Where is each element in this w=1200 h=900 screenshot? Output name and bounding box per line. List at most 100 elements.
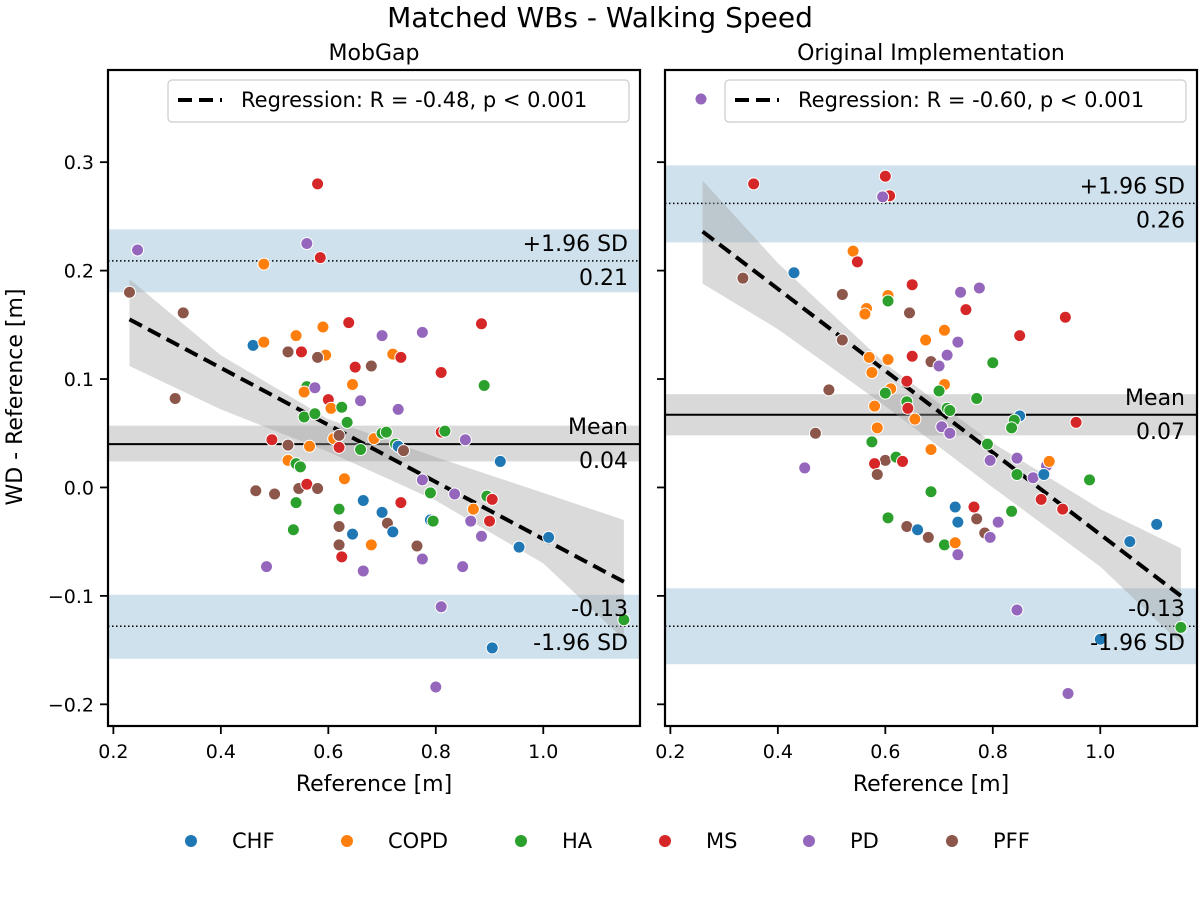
data-point-chf — [1150, 517, 1164, 531]
data-point-ms — [434, 366, 448, 380]
data-point-pff — [332, 519, 346, 533]
regression-ci — [129, 279, 624, 640]
x-axis-label: Reference [m] — [853, 772, 1009, 797]
x-tick-label: 0.4 — [763, 741, 793, 763]
data-point-ha — [881, 294, 895, 308]
lower-loa-label: -1.96 SD — [1090, 631, 1185, 656]
data-point-copd — [881, 353, 895, 367]
x-tick-label: 0.2 — [98, 741, 128, 763]
data-point-copd — [337, 472, 351, 486]
regression-line — [128, 317, 625, 584]
data-point-pff — [281, 438, 295, 452]
data-point-ms — [394, 496, 408, 510]
reference-annotations: +1.96 SD 0.26 Mean 0.07 -0.13 -1.96 SD — [1080, 174, 1185, 656]
lower-loa-value: -0.13 — [571, 597, 628, 622]
data-point-copd — [908, 412, 922, 426]
data-point-pff — [168, 392, 182, 406]
data-point-ha — [289, 496, 303, 510]
data-point-ms — [905, 278, 919, 292]
data-point-ha — [1005, 504, 1019, 518]
legend-box — [724, 79, 1187, 123]
data-point-pd — [131, 243, 145, 257]
data-point-copd — [858, 307, 872, 321]
data-point-copd — [257, 335, 271, 349]
x-tick-label: 0.8 — [421, 741, 451, 763]
data-point-pff — [122, 285, 136, 299]
y-tick-label: 0.3 — [64, 152, 94, 174]
legend-marker-copd — [341, 835, 353, 847]
data-point-ms — [747, 177, 761, 191]
data-point-ha — [617, 613, 631, 627]
regression-legend: Regression: R = -0.48, p < 0.001 — [167, 79, 630, 123]
data-point-pd — [951, 335, 965, 349]
data-point-pd — [300, 236, 314, 250]
data-point-ha — [1010, 467, 1024, 481]
data-point-pd — [798, 461, 812, 475]
data-point-copd — [862, 350, 876, 364]
data-point-pd — [1010, 451, 1024, 465]
panel-original-implementation: +1.96 SD 0.26 Mean 0.07 -0.13 -1.96 SD 0… — [655, 41, 1199, 797]
data-point-copd — [1042, 454, 1056, 468]
data-point-pff — [921, 530, 935, 544]
y-tick-label: −0.2 — [48, 694, 94, 716]
data-point-ms — [348, 360, 362, 374]
data-point-pd — [1010, 603, 1024, 617]
data-point-pff — [736, 271, 750, 285]
legend-regression-label: Regression: R = -0.60, p < 0.001 — [798, 88, 1144, 112]
data-point-pff — [903, 306, 917, 320]
data-point-pff — [311, 350, 325, 364]
x-tick-label: 0.6 — [870, 741, 900, 763]
mean-label: Mean — [568, 415, 628, 440]
panel-title: Original Implementation — [797, 41, 1065, 66]
data-point-copd — [364, 538, 378, 552]
data-point-copd — [870, 421, 884, 435]
data-point-pd — [1061, 686, 1075, 700]
data-point-pff — [332, 538, 346, 552]
data-point-pd — [434, 600, 448, 614]
data-point-pd — [954, 285, 968, 299]
mean-label: Mean — [1125, 386, 1185, 411]
data-point-pff — [410, 539, 424, 553]
data-point-ha — [438, 424, 452, 438]
axis-ticks: 0.2 0.4 0.6 0.8 1.0 −0.2 −0.1 0.0 0.1 0.2 0.3 — [48, 152, 559, 763]
data-point-ms — [1013, 329, 1027, 343]
data-point-ha — [293, 460, 307, 474]
data-point-pff — [268, 487, 282, 501]
upper-loa-label: +1.96 SD — [523, 232, 628, 257]
data-point-pff — [332, 428, 346, 442]
legend-item-ha: HA — [515, 829, 593, 853]
legend-label-ms: MS — [706, 829, 737, 853]
data-point-ms — [483, 514, 497, 528]
data-point-ms — [878, 169, 892, 183]
data-point-copd — [948, 536, 962, 550]
legend-regression-label: Regression: R = -0.48, p < 0.001 — [241, 88, 587, 112]
regression-legend: Regression: R = -0.60, p < 0.001 — [724, 79, 1187, 123]
lower-loa-label: -1.96 SD — [533, 631, 628, 656]
data-point-ha — [970, 392, 984, 406]
plot-frame — [106, 68, 642, 728]
data-point-pd — [260, 560, 274, 574]
regression-ci-band — [129, 279, 624, 640]
data-point-ms — [868, 457, 882, 471]
panel-mobgap: +1.96 SD 0.21 Mean 0.04 -0.13 -1.96 SD 0… — [48, 41, 642, 797]
data-point-pd — [972, 281, 986, 295]
panel-title: MobGap — [329, 41, 420, 66]
data-point-copd — [466, 502, 480, 516]
regression-line — [701, 229, 1183, 598]
data-point-pd — [932, 359, 946, 373]
data-point-ha — [924, 485, 938, 499]
data-point-pd — [356, 564, 370, 578]
data-point-ms — [1056, 502, 1070, 516]
figure-title: Matched WBs - Walking Speed — [387, 1, 813, 34]
data-point-ms — [959, 303, 973, 317]
plot-frame — [663, 68, 1199, 728]
legend-label-chf: CHF — [232, 829, 275, 853]
data-point-chf — [356, 493, 370, 507]
data-point-copd — [324, 401, 338, 415]
data-point-chf — [1093, 632, 1107, 646]
data-point-pd — [991, 515, 1005, 529]
data-point-ms — [900, 374, 914, 388]
legend-marker-pd — [803, 835, 815, 847]
regression-line-group — [128, 317, 625, 584]
